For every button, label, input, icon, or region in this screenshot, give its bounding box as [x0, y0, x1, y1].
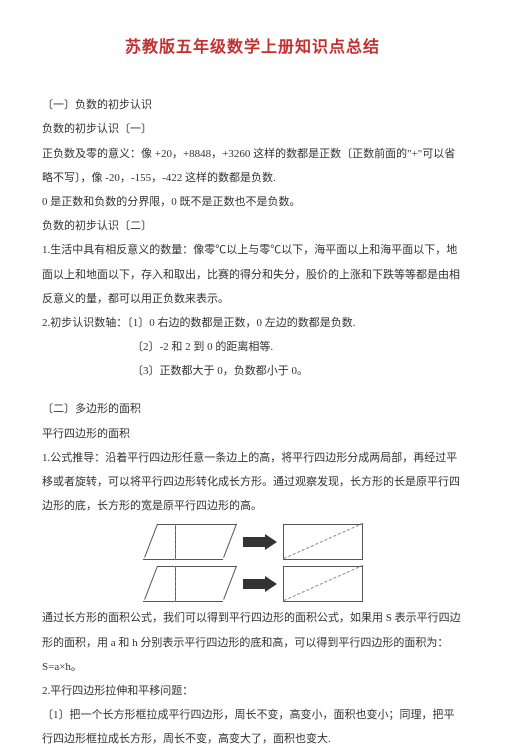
- s2-p-stretch-1: 〔1〕把一个长方形框拉成平行四边形，周长不变，高变小，面积也变小；同理，把平行四…: [42, 703, 463, 751]
- parallelogram-shape-1: [143, 524, 237, 560]
- parallelogram-shape-2: [143, 566, 237, 602]
- s2-p-formula: 通过长方形的面积公式，我们可以得到平行四边形的面积公式，如果用 S 表示平行四边…: [42, 606, 463, 679]
- section1-heading: 〔一〕负数的初步认识: [42, 93, 463, 117]
- s1-p-number-line-1: 2.初步认识数轴：〔1〕0 右边的数都是正数，0 左边的数都是负数.: [42, 311, 463, 335]
- s1-p-opposite-quantities: 1.生活中具有相反意义的数量：像零℃以上与零℃以下，海平面以上和海平面以下，地面…: [42, 238, 463, 311]
- arrow-icon: [243, 534, 277, 550]
- s1-p-number-line-2: 〔2〕-2 和 2 到 0 的距离相等.: [42, 335, 463, 359]
- page-title: 苏教版五年级数学上册知识点总结: [42, 30, 463, 65]
- s1-p-number-line-3: 〔3〕正数都大于 0，负数都小于 0。: [42, 359, 463, 383]
- rectangle-shape-2: [283, 566, 363, 602]
- s1-p-positive-negative-meaning: 正负数及零的意义：像 +20，+8848，+3260 这样的数都是正数〔正数前面…: [42, 142, 463, 190]
- s1-subhead-2: 负数的初步认识〔二〕: [42, 214, 463, 238]
- section2-heading: 〔二〕多边形的面积: [42, 397, 463, 421]
- s2-p-stretch-heading: 2.平行四边形拉伸和平移问题：: [42, 679, 463, 703]
- rectangle-shape-1: [283, 524, 363, 560]
- arrow-icon: [243, 576, 277, 592]
- parallelogram-diagram: [103, 524, 403, 602]
- s1-subhead-1: 负数的初步认识〔一〕: [42, 117, 463, 141]
- s2-p-derivation: 1.公式推导：沿着平行四边形任意一条边上的高，将平行四边形分成两局部，再经过平移…: [42, 446, 463, 519]
- s1-p-zero: 0 是正数和负数的分界限，0 既不是正数也不是负数。: [42, 190, 463, 214]
- s2-subhead: 平行四边形的面积: [42, 422, 463, 446]
